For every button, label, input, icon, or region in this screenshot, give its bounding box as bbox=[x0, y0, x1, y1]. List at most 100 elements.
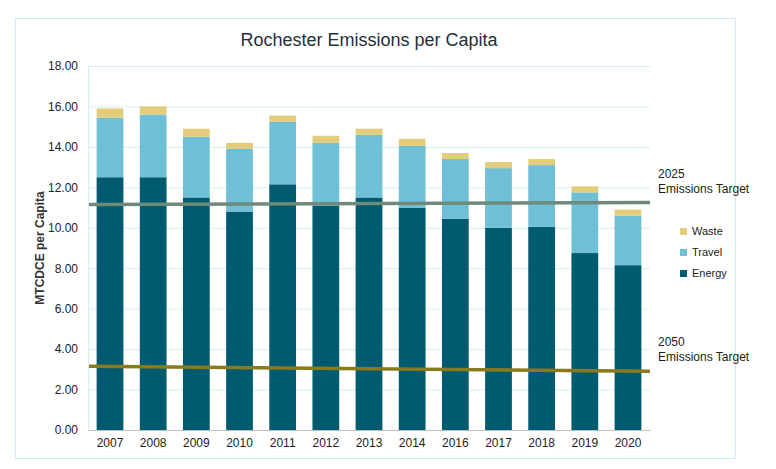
x-tick-label: 2019 bbox=[571, 436, 598, 450]
bar bbox=[97, 118, 124, 178]
bar bbox=[528, 165, 555, 227]
legend-swatch bbox=[680, 249, 687, 256]
bar bbox=[356, 129, 383, 135]
x-tick-label: 2020 bbox=[615, 436, 642, 450]
y-tick-label: 6.00 bbox=[55, 302, 79, 316]
bar bbox=[485, 168, 512, 228]
bar bbox=[528, 227, 555, 430]
y-tick: 16.00 bbox=[48, 100, 88, 114]
legend-item: Travel bbox=[680, 246, 722, 258]
bar bbox=[356, 197, 383, 430]
y-tick-label: 10.00 bbox=[48, 221, 78, 235]
x-tick: 2013 bbox=[356, 430, 383, 450]
x-tick: 2014 bbox=[399, 430, 426, 450]
x-tick-label: 2012 bbox=[312, 436, 339, 450]
bar bbox=[571, 253, 598, 430]
y-tick: 8.00 bbox=[55, 262, 88, 276]
bar bbox=[226, 143, 253, 149]
annotation: 2050 bbox=[658, 335, 685, 349]
x-tick: 2011 bbox=[270, 430, 296, 450]
chart: 2025Emissions Target2050Emissions Target… bbox=[0, 0, 776, 469]
plot-area bbox=[88, 106, 650, 430]
x-tick-label: 2009 bbox=[183, 436, 210, 450]
annotation: Emissions Target bbox=[658, 182, 750, 196]
x-tick-label: 2014 bbox=[399, 436, 426, 450]
bar bbox=[140, 115, 167, 178]
annotation: 2025 bbox=[658, 167, 685, 181]
x-tick: 2012 bbox=[312, 430, 339, 450]
x-axis: 2007 2008 2009 2010 2011 2012 2013 2014 2016 2017… bbox=[89, 430, 651, 450]
x-axis-line bbox=[89, 430, 651, 431]
legend-label: Waste bbox=[692, 225, 723, 237]
x-tick-label: 2017 bbox=[485, 436, 512, 450]
x-tick-label: 2016 bbox=[442, 436, 469, 450]
y-axis-title: MTCDCE per Capita bbox=[33, 191, 47, 305]
x-tick-label: 2018 bbox=[528, 436, 555, 450]
x-tick-label: 2008 bbox=[140, 436, 167, 450]
x-tick: 2009 bbox=[183, 430, 210, 450]
bar bbox=[226, 212, 253, 430]
x-tick-label: 2007 bbox=[97, 436, 124, 450]
x-tick: 2016 bbox=[442, 430, 469, 450]
series-2 bbox=[97, 106, 642, 215]
legend-label: Energy bbox=[692, 267, 727, 279]
x-tick-label: 2011 bbox=[270, 436, 296, 450]
legend-label: Travel bbox=[692, 246, 722, 258]
bar bbox=[183, 197, 210, 430]
y-tick-label: 14.00 bbox=[48, 140, 78, 154]
y-tick: 4.00 bbox=[55, 342, 88, 356]
chart-frame bbox=[16, 19, 736, 459]
x-tick: 2010 bbox=[226, 430, 253, 450]
bar bbox=[399, 146, 426, 208]
grid-line bbox=[88, 66, 650, 67]
bar bbox=[399, 208, 426, 430]
bar bbox=[183, 137, 210, 198]
y-tick-label: 4.00 bbox=[55, 342, 79, 356]
grid-line bbox=[88, 430, 650, 431]
bar bbox=[312, 206, 339, 430]
bar bbox=[269, 116, 296, 122]
legend: Waste Travel Energy bbox=[680, 225, 727, 279]
y-tick-label: 16.00 bbox=[48, 100, 78, 114]
bar bbox=[528, 159, 555, 165]
annotation: Emissions Target bbox=[658, 350, 750, 364]
bar bbox=[312, 136, 339, 143]
x-tick-label: 2013 bbox=[356, 436, 383, 450]
grid bbox=[88, 67, 650, 431]
bar bbox=[97, 108, 124, 117]
grid-line bbox=[88, 106, 650, 107]
bar bbox=[269, 184, 296, 430]
y-tick: 10.00 bbox=[48, 221, 88, 235]
x-tick: 2020 bbox=[615, 430, 642, 450]
y-tick: 0.00 bbox=[55, 423, 88, 437]
y-tick-label: 8.00 bbox=[55, 262, 79, 276]
bar bbox=[442, 153, 469, 159]
target-line bbox=[88, 203, 650, 205]
bar bbox=[442, 219, 469, 430]
bar bbox=[183, 129, 210, 137]
y-tick-label: 18.00 bbox=[48, 59, 78, 73]
bar bbox=[269, 122, 296, 185]
bar bbox=[356, 135, 383, 198]
bar bbox=[140, 106, 167, 114]
bar bbox=[485, 228, 512, 430]
y-tick-label: 12.00 bbox=[48, 181, 78, 195]
y-tick: 14.00 bbox=[48, 140, 88, 154]
x-tick: 2019 bbox=[571, 430, 598, 450]
legend-item: Waste bbox=[680, 225, 723, 237]
bar bbox=[615, 265, 642, 430]
bar bbox=[615, 210, 642, 216]
title: Rochester Emissions per Capita bbox=[240, 30, 498, 50]
y-tick: 6.00 bbox=[55, 302, 88, 316]
bar bbox=[399, 139, 426, 146]
bar bbox=[97, 177, 124, 430]
y-tick-label: 2.00 bbox=[55, 383, 79, 397]
y-tick: 2.00 bbox=[55, 383, 88, 397]
bar bbox=[571, 186, 598, 192]
y-tick-label: 0.00 bbox=[55, 423, 79, 437]
y-axis: 0.00 2.00 4.00 6.00 8.00 10.00 12.00 14.00 16.00… bbox=[48, 59, 89, 437]
bar bbox=[140, 177, 167, 430]
x-tick: 2017 bbox=[485, 430, 512, 450]
y-tick: 18.00 bbox=[48, 59, 88, 73]
x-tick: 2008 bbox=[140, 430, 167, 450]
